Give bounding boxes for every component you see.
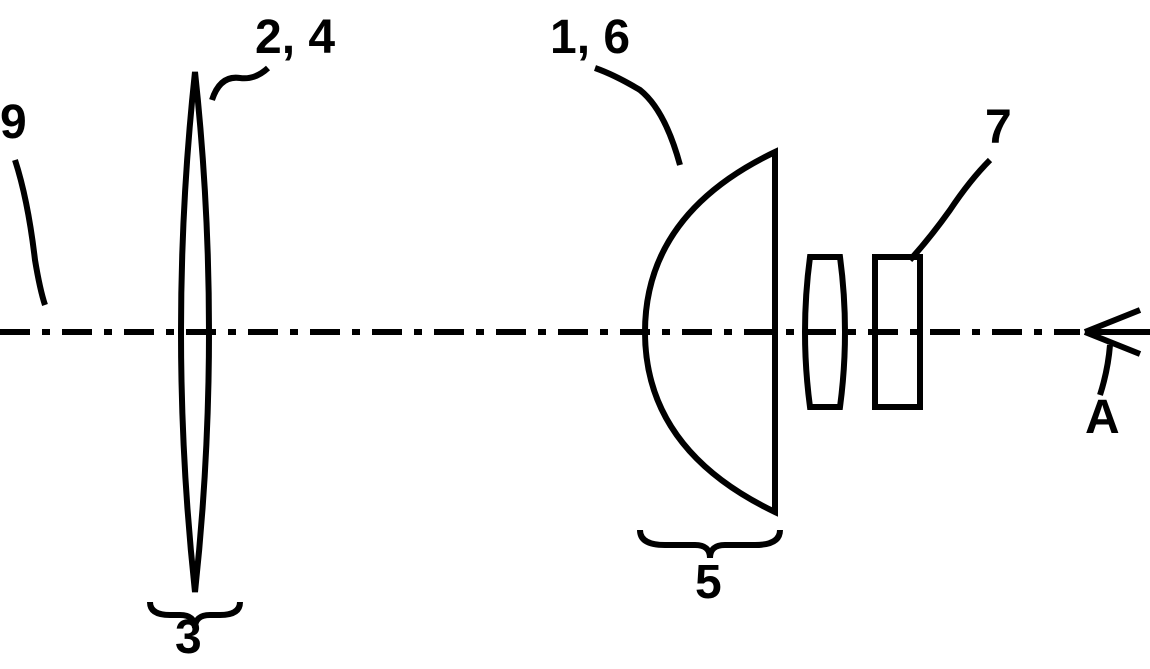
label-5: 5 — [695, 555, 722, 610]
leader-1-6 — [595, 68, 680, 165]
label-2-4: 2, 4 — [255, 10, 335, 65]
label-1-6: 1, 6 — [550, 10, 630, 65]
label-A: A — [1085, 390, 1120, 445]
leader-A — [1100, 345, 1110, 395]
leader-7 — [910, 160, 990, 260]
label-3: 3 — [175, 610, 202, 665]
curly-brace-5 — [640, 530, 780, 558]
leader-2-4 — [212, 68, 268, 100]
diagram-svg — [0, 0, 1150, 664]
leader-9 — [15, 160, 45, 305]
optical-diagram: 9 2, 4 1, 6 7 A 3 5 — [0, 0, 1150, 664]
arrow-head — [1085, 310, 1150, 354]
label-9: 9 — [0, 95, 27, 150]
label-7: 7 — [985, 100, 1012, 155]
